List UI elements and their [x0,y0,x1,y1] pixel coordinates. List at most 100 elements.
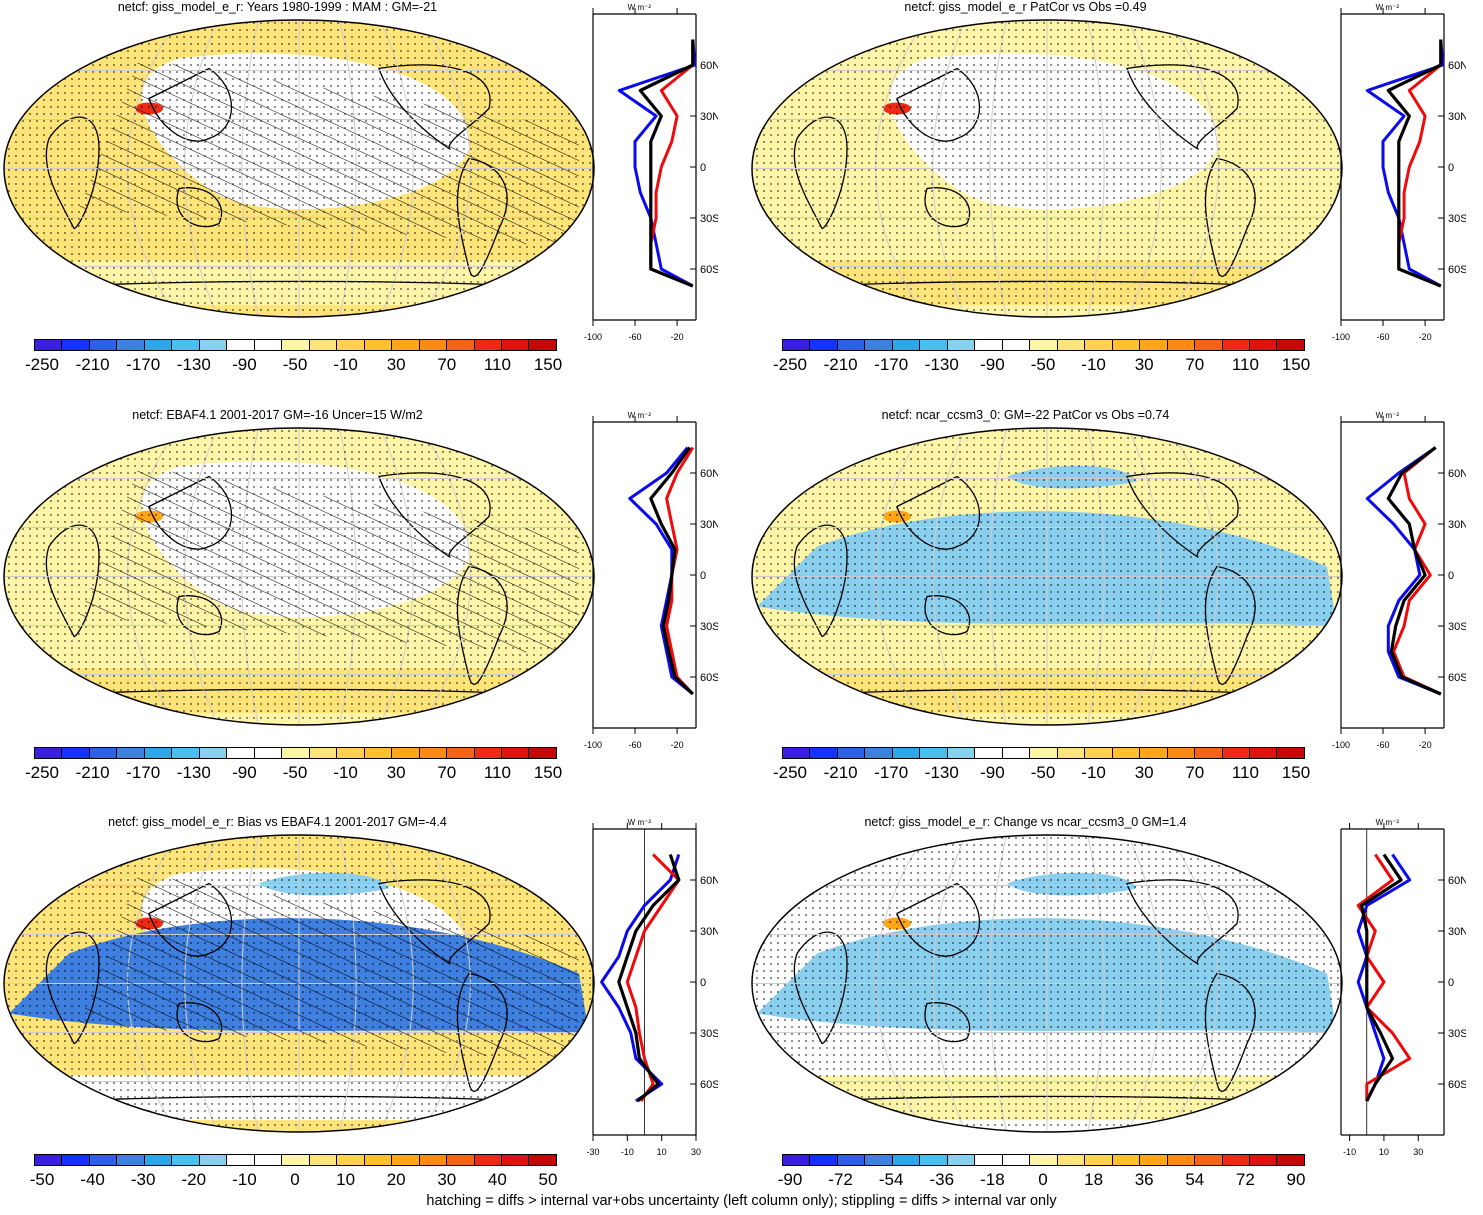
colorbar-swatch [1195,340,1223,350]
zonal-x-tick-label: -60 [1377,332,1390,342]
colorbar-swatch [783,340,811,350]
colorbar-swatch [1222,340,1250,350]
zonal-lat-tick-label: 60S [1448,672,1466,684]
zonal-lat-tick-label: 60N [700,875,718,887]
panel-title: netcf: giss_model_e_r: Bias vs EBAF4.1 2… [108,815,447,829]
zonal-lat-tick-label: 30N [700,926,718,938]
colorbar-swatch [364,1155,393,1165]
zonal-lat-tick-label: 30S [1448,621,1466,633]
colorbar-tick-label: 70 [1185,355,1205,374]
zonal-series-red [625,853,681,1102]
colorbar-swatch [837,340,866,350]
colorbar-tick-label: -30 [130,1170,156,1189]
colorbar-swatch [1057,340,1086,350]
colorbar-swatch [62,340,90,350]
colorbar-swatch [282,748,310,758]
zonal-lat-tick-label: 30N [1448,926,1466,938]
colorbar-tick-label: -210 [823,355,858,374]
colorbar-swatch [1140,1155,1168,1165]
colorbar-swatch [1085,1155,1113,1165]
colorbar-swatch [62,748,90,758]
colorbar-tick-label: 30 [386,763,406,782]
colorbar-tick-label: 54 [1185,1170,1205,1189]
zonal-series-blue [1356,853,1412,1102]
colorbar-tick-label: -10 [1081,355,1106,374]
colorbar-swatch [364,748,393,758]
colorbar-swatch [810,748,838,758]
zonal-series-black [1386,446,1442,696]
colorbar-tick-label: -130 [176,763,211,782]
colorbar-swatch [144,748,173,758]
colorbar-tick-label: -170 [126,763,161,782]
colorbar-swatch [474,1155,502,1165]
colorbar-swatch [282,340,310,350]
colorbar-tick-label: 18 [1084,1170,1104,1189]
colorbar-swatch [1167,748,1196,758]
colorbar-swatch [419,1155,448,1165]
zonal-lat-tick-label: 30N [1448,111,1466,123]
colorbar-swatch [1277,748,1304,758]
colorbar-swatch [1002,340,1031,350]
colorbar-tick-label: -18 [980,1170,1005,1189]
colorbar-swatch [810,1155,838,1165]
colorbar-tick-label: -50 [1030,355,1056,374]
colorbar-tick-label: 0 [290,1170,300,1189]
zonal-mean-plot: W m⁻² 60N 30N 0 30S 60S -100 -60 -20 [584,411,718,750]
colorbar-swatch [1057,1155,1086,1165]
colorbar-tick-label: -90 [980,355,1005,374]
zonal-lat-tick-label: 60S [700,1079,718,1091]
colorbar-swatch [199,340,228,350]
colorbar-swatch [1085,340,1113,350]
colorbar-swatch [117,748,145,758]
colorbar [34,1154,557,1166]
zonal-lat-tick-label: 0 [700,570,706,582]
zonal-lat-tick-label: 60S [1448,264,1466,276]
colorbar-swatch [35,1155,63,1165]
zonal-series-blue [1365,39,1445,288]
colorbar-swatch [1140,748,1168,758]
zonal-x-tick-label: -60 [629,332,642,342]
colorbar-tick-label: -10 [1081,763,1106,782]
zonal-lat-tick-label: 60N [700,60,718,72]
colorbar-swatch [1002,748,1031,758]
colorbar-swatch [501,748,530,758]
colorbar-swatch [89,340,118,350]
colorbar-swatch [529,1155,556,1165]
colorbar-swatch [865,1155,893,1165]
colorbar-swatch [529,340,556,350]
colorbar-swatch [172,748,200,758]
colorbar-tick-label: 150 [533,763,563,782]
colorbar-swatch [254,748,283,758]
zonal-lat-tick-label: 30N [700,519,718,531]
colorbar-swatch [1249,1155,1278,1165]
zonal-lat-tick-label: 60S [1448,1079,1466,1091]
colorbar-swatch [837,748,866,758]
colorbar-swatch [227,340,255,350]
colorbar-tick-label: -72 [828,1170,853,1189]
zonal-x-tick-label: 30 [1413,1147,1423,1157]
colorbar-swatch [419,748,448,758]
zonal-lat-tick-label: 30S [700,1028,718,1040]
zonal-lat-tick-label: 60N [1448,875,1466,887]
colorbar-tick-label: -54 [878,1170,904,1189]
colorbar-swatch [474,748,502,758]
zonal-x-tick-label: -20 [1419,332,1432,342]
zonal-units-label: W m⁻² [1376,3,1400,12]
colorbar-swatch [1112,1155,1141,1165]
panel-title: netcf: giss_model_e_r: Change vs ncar_cc… [864,815,1187,829]
colorbar-swatch [1249,748,1278,758]
colorbar-tick-label: -210 [75,763,110,782]
colorbar-swatch [117,1155,145,1165]
colorbar-swatch [392,340,420,350]
colorbar-swatch [947,340,976,350]
zonal-x-tick-label: -100 [584,740,602,750]
colorbar-tick-label: -10 [232,1170,257,1189]
colorbar-swatch [529,748,556,758]
zonal-series-red [1356,853,1412,1101]
zonal-lat-tick-label: 0 [700,977,706,989]
colorbar-swatch [337,340,365,350]
colorbar-tick-label: 110 [483,763,511,782]
colorbar-swatch [309,340,338,350]
colorbar-tick-label: -170 [874,763,909,782]
colorbar-tick-label: -210 [823,763,858,782]
